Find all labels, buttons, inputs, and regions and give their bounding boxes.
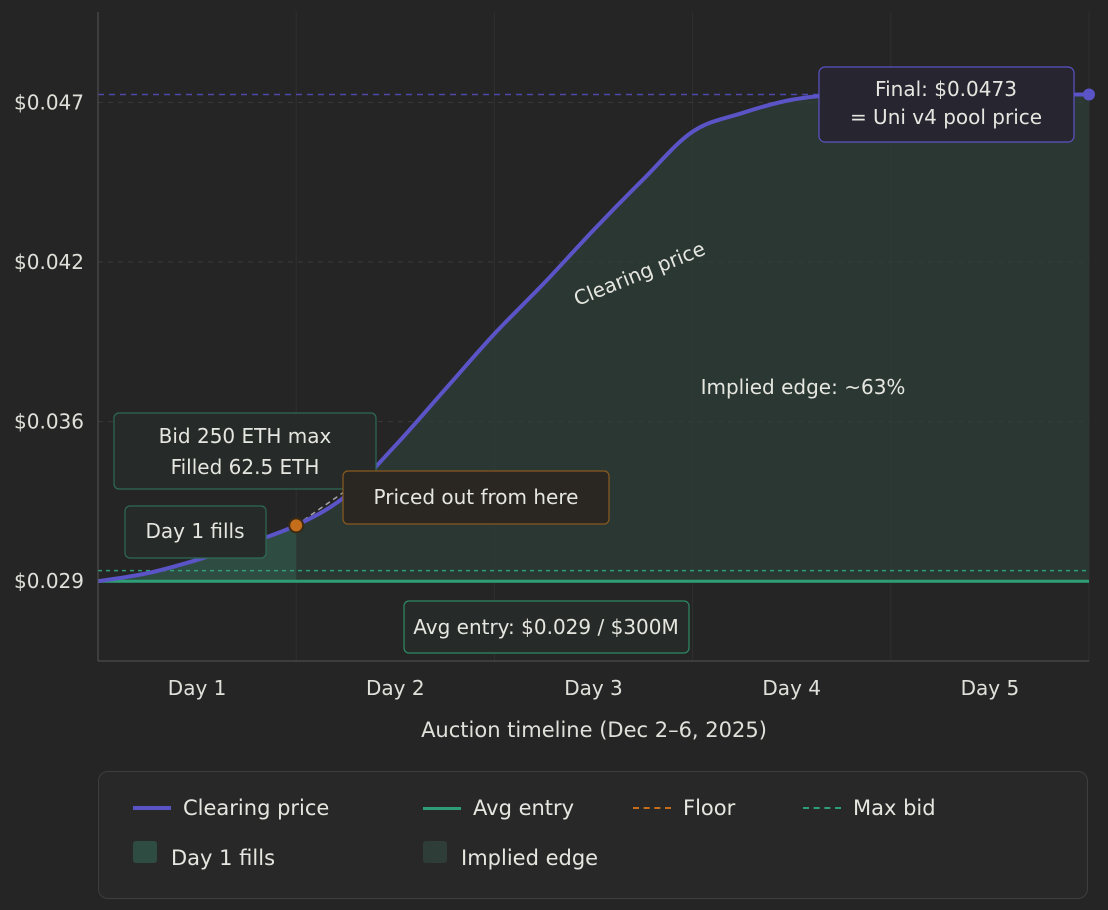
final-price-callout: Final: $0.0473 = Uni v4 pool price [818, 66, 1075, 143]
x-axis-title: Auction timeline (Dec 2–6, 2025) [421, 718, 767, 742]
legend-item-floor[interactable]: Floor [633, 796, 735, 820]
legend-label: Max bid [853, 796, 936, 820]
avg-entry-text: Avg entry: $0.029 / $300M [413, 615, 679, 639]
final-price-subtext: = Uni v4 pool price [850, 105, 1042, 129]
legend-swatch-avg-entry [423, 806, 461, 810]
price-chart: $0.029 $0.036 $0.042 $0.047 Day 1 Day 2 Day 3… [14, 12, 1095, 742]
y-tick-label: $0.029 [14, 569, 84, 593]
legend-label: Avg entry [473, 796, 575, 820]
day1-fills-area [98, 525, 297, 582]
bid-callout: Bid 250 ETH max Filled 62.5 ETH [113, 412, 377, 490]
x-tick-label: Day 5 [961, 676, 1020, 700]
legend-swatch-max-bid [803, 807, 841, 809]
legend-swatch-implied-edge [423, 841, 447, 863]
legend-item-max-bid[interactable]: Max bid [803, 796, 936, 820]
day1-fills-text: Day 1 fills [145, 519, 244, 543]
legend-item-clearing-price[interactable]: Clearing price [133, 796, 329, 820]
fill-point-marker [288, 517, 305, 534]
bid-filled-text: Filled 62.5 ETH [171, 455, 320, 479]
y-tick-label: $0.047 [14, 90, 84, 114]
x-tick-label: Day 2 [366, 676, 425, 700]
legend-label: Clearing price [183, 796, 330, 820]
legend-swatch-floor [633, 807, 671, 809]
x-tick-label: Day 3 [564, 676, 623, 700]
x-tick-label: Day 4 [762, 676, 821, 700]
bid-max-text: Bid 250 ETH max [159, 424, 332, 448]
day1-fills-callout: Day 1 fills [124, 505, 267, 559]
y-tick-labels: $0.029 $0.036 $0.042 $0.047 [14, 90, 84, 593]
final-point-marker [1083, 88, 1095, 101]
legend-item-day1-fills[interactable]: Day 1 fills [133, 841, 276, 870]
legend-label: Implied edge [461, 846, 599, 870]
avg-entry-callout: Avg entry: $0.029 / $300M [403, 600, 690, 654]
legend-swatch-day1-fills [133, 841, 157, 863]
legend: Clearing price Avg entry Floor Max bid D… [98, 771, 1088, 899]
y-tick-label: $0.042 [14, 250, 84, 274]
final-price-text: Final: $0.0473 [875, 77, 1017, 101]
legend-item-implied-edge[interactable]: Implied edge [423, 841, 599, 870]
priced-out-callout: Priced out from here [342, 470, 610, 525]
axes [97, 12, 1089, 662]
implied-edge-area [98, 94, 1089, 582]
implied-edge-label: Implied edge: ~63% [701, 375, 906, 399]
legend-swatch-clearing-price [133, 806, 171, 810]
legend-item-avg-entry[interactable]: Avg entry [423, 796, 574, 820]
priced-out-text: Priced out from here [374, 485, 579, 509]
y-tick-label: $0.036 [14, 410, 84, 434]
x-tick-labels: Day 1 Day 2 Day 3 Day 4 Day 5 [168, 676, 1019, 700]
legend-label: Day 1 fills [171, 846, 276, 870]
x-tick-label: Day 1 [168, 676, 227, 700]
legend-label: Floor [683, 796, 736, 820]
